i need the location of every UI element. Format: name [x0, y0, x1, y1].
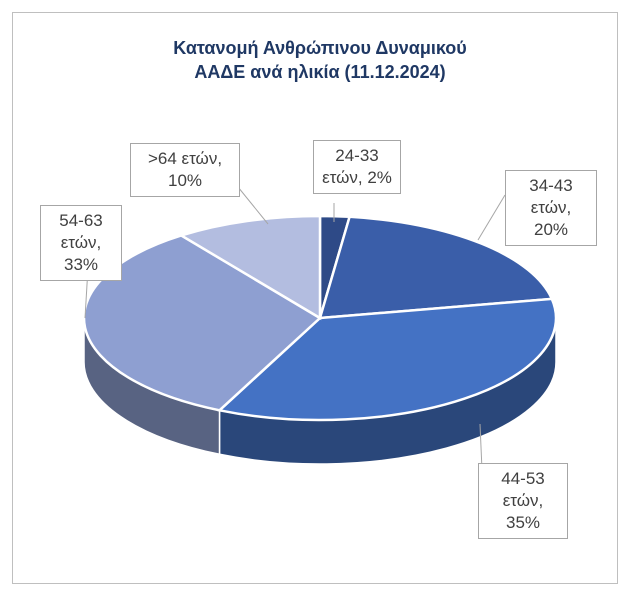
value: 20% [533, 220, 569, 239]
leader-line [477, 194, 506, 241]
chart-title: Κατανομή Ανθρώπινου Δυναμικού ΑΑΔΕ ανά η… [173, 38, 467, 82]
category: 34-43 ετών [529, 176, 573, 217]
category: 24-33 ετών [322, 146, 379, 187]
separator: , [538, 491, 544, 510]
chart-frame [12, 12, 618, 584]
category: 44-53 ετών [501, 469, 545, 510]
separator: , [566, 198, 572, 217]
pie-slice [178, 214, 322, 321]
pie-slice [82, 234, 323, 412]
value: 10% [167, 171, 203, 190]
separator: , [217, 149, 223, 168]
leader-line [237, 186, 269, 225]
separator: , [357, 168, 368, 187]
pie-slice [216, 297, 558, 422]
category: >64 ετών [147, 149, 218, 168]
value: 35% [505, 513, 541, 532]
data-label: 54-63 ετών, 33% [40, 205, 122, 281]
leader-line [479, 423, 483, 471]
category: 54-63 ετών [59, 211, 103, 252]
data-label: 34-43 ετών, 20% [505, 170, 597, 246]
data-label: 24-33 ετών, 2% [313, 140, 401, 194]
data-label: 44-53 ετών, 35% [478, 463, 568, 539]
value: 33% [63, 255, 99, 274]
separator: , [96, 233, 102, 252]
pie-slice [318, 215, 554, 320]
value: 2% [367, 168, 392, 187]
data-label: >64 ετών, 10% [130, 143, 240, 197]
